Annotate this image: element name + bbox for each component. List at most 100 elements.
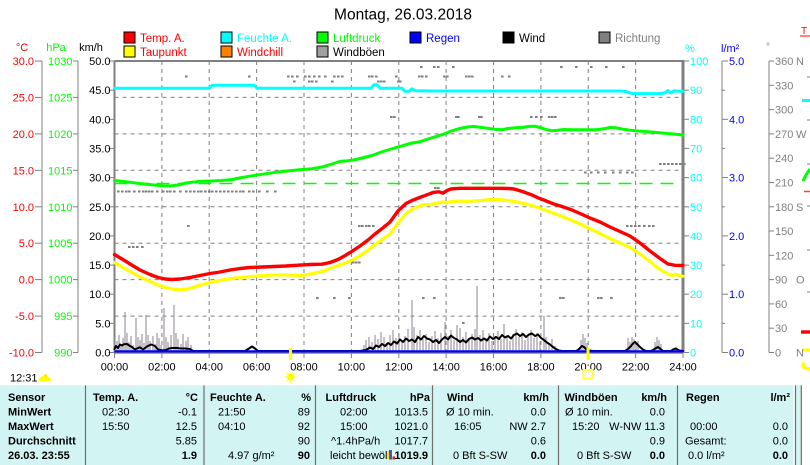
svg-text:0.0: 0.0 (19, 275, 34, 287)
svg-text:30.0: 30.0 (13, 56, 34, 68)
svg-text:18:00: 18:00 (527, 362, 555, 374)
svg-text:30: 30 (775, 323, 787, 335)
svg-text:0: 0 (690, 348, 696, 360)
svg-text:20.0: 20.0 (13, 129, 34, 141)
svg-text:90: 90 (690, 85, 702, 97)
svg-text:Feuchte A.: Feuchte A. (210, 392, 266, 404)
svg-text:0.0: 0.0 (95, 348, 110, 360)
svg-text:N: N (796, 348, 804, 360)
svg-text:25.0: 25.0 (89, 202, 110, 214)
svg-text:O: O (796, 275, 805, 287)
svg-text:5.0: 5.0 (95, 318, 110, 330)
svg-text:Montag, 26.03.2018: Montag, 26.03.2018 (334, 7, 472, 24)
svg-text:20.0: 20.0 (89, 231, 110, 243)
svg-text:°C: °C (186, 392, 198, 404)
svg-text:30: 30 (690, 260, 702, 272)
svg-text:4.97 g/m²: 4.97 g/m² (228, 450, 275, 462)
svg-text:21:50: 21:50 (218, 407, 246, 419)
svg-text:1.9: 1.9 (182, 450, 197, 462)
svg-text:12.5: 12.5 (176, 421, 197, 433)
svg-text:1010: 1010 (48, 202, 72, 214)
svg-text:02:00: 02:00 (148, 362, 176, 374)
svg-text:1030: 1030 (48, 56, 72, 68)
svg-text:40.0: 40.0 (89, 114, 110, 126)
svg-text:330: 330 (775, 80, 793, 92)
svg-text:1017.7: 1017.7 (394, 436, 428, 448)
svg-text:l/m²: l/m² (721, 43, 740, 55)
svg-text:00:00: 00:00 (690, 421, 718, 433)
svg-text:Windböen: Windböen (565, 392, 618, 404)
svg-text:2.0: 2.0 (729, 231, 744, 243)
svg-text:S: S (796, 202, 803, 214)
svg-text:10: 10 (690, 318, 702, 330)
svg-text:35.0: 35.0 (89, 143, 110, 155)
svg-text:0.0: 0.0 (531, 407, 546, 419)
svg-text:Regen: Regen (686, 392, 720, 404)
svg-text:1025: 1025 (48, 92, 72, 104)
svg-text:hPa: hPa (46, 42, 66, 54)
svg-text:00:00: 00:00 (101, 362, 129, 374)
svg-text:90: 90 (298, 450, 310, 462)
svg-text:0.0 l/m²: 0.0 l/m² (688, 450, 725, 462)
svg-text:km/h: km/h (641, 392, 667, 404)
svg-text:Luftdruck: Luftdruck (333, 33, 381, 45)
svg-text:04:10: 04:10 (218, 421, 246, 433)
svg-text:%: % (685, 43, 695, 55)
svg-text:Wind: Wind (519, 33, 545, 45)
svg-text:1005: 1005 (48, 238, 72, 250)
svg-text:1020: 1020 (48, 129, 72, 141)
svg-text:Gesamt:: Gesamt: (685, 436, 727, 448)
svg-text:Sensor: Sensor (8, 392, 46, 404)
svg-text:-10.0: -10.0 (9, 348, 34, 360)
svg-text:0.9: 0.9 (650, 436, 665, 448)
svg-text:24:00: 24:00 (669, 362, 697, 374)
svg-text:14:00: 14:00 (432, 362, 460, 374)
svg-text:1021.0: 1021.0 (394, 421, 428, 433)
svg-text:15.0: 15.0 (89, 260, 110, 272)
svg-text:02:00: 02:00 (340, 407, 368, 419)
svg-text:^1.4hPa/h: ^1.4hPa/h (331, 436, 380, 448)
svg-text:1.0: 1.0 (729, 289, 744, 301)
svg-text:-0.1: -0.1 (178, 407, 197, 419)
svg-text:45.0: 45.0 (89, 85, 110, 97)
svg-text:l/m²: l/m² (770, 392, 790, 404)
svg-text:leicht bewöl: leicht bewöl (330, 450, 387, 462)
svg-text:70: 70 (690, 143, 702, 155)
svg-text:Temp. A.: Temp. A. (93, 392, 138, 404)
svg-text:08:00: 08:00 (290, 362, 318, 374)
svg-text:995: 995 (54, 311, 72, 323)
svg-text:N: N (796, 56, 804, 68)
svg-text:hPa: hPa (410, 392, 431, 404)
svg-text:°C: °C (16, 42, 28, 54)
svg-text:16:00: 16:00 (480, 362, 508, 374)
svg-text:40: 40 (690, 231, 702, 243)
svg-text:12:31: 12:31 (10, 373, 38, 385)
svg-text:MaxWert: MaxWert (8, 421, 54, 433)
svg-text:80: 80 (690, 114, 702, 126)
svg-text:89: 89 (298, 407, 310, 419)
svg-text:Wind: Wind (447, 392, 474, 404)
svg-text:Windchill: Windchill (237, 47, 283, 59)
svg-text:12:00: 12:00 (385, 362, 413, 374)
svg-text:°: ° (766, 42, 770, 53)
svg-text:50: 50 (690, 202, 702, 214)
svg-text:300: 300 (775, 105, 793, 117)
svg-text:0.0: 0.0 (773, 450, 788, 462)
svg-text:02:30: 02:30 (102, 407, 130, 419)
svg-text:0.0: 0.0 (531, 450, 546, 462)
svg-text:180: 180 (775, 202, 793, 214)
svg-text:10:00: 10:00 (338, 362, 366, 374)
svg-text:W: W (796, 129, 807, 141)
svg-text:Luftdruck: Luftdruck (326, 392, 378, 404)
svg-text:W-NW 11.3: W-NW 11.3 (609, 421, 665, 433)
svg-text:Regen: Regen (426, 33, 460, 45)
svg-text:Temp. A.: Temp. A. (140, 33, 185, 45)
svg-text:0: 0 (775, 348, 781, 360)
svg-text:0.0: 0.0 (773, 436, 788, 448)
svg-text:210: 210 (775, 178, 793, 190)
svg-text:10.0: 10.0 (13, 202, 34, 214)
svg-text:90: 90 (298, 436, 310, 448)
svg-text:120: 120 (775, 250, 793, 262)
svg-text:16:05: 16:05 (454, 421, 482, 433)
svg-text:Ø 10 min.: Ø 10 min. (565, 407, 613, 419)
